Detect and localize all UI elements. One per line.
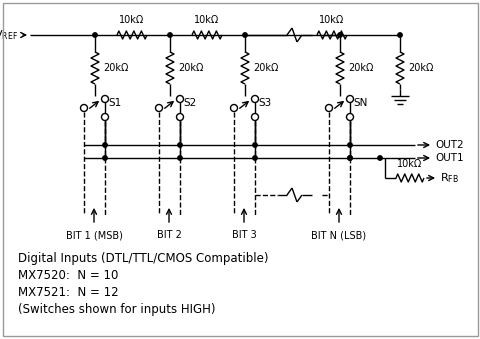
Circle shape	[93, 33, 97, 37]
Circle shape	[251, 114, 258, 120]
Text: S3: S3	[257, 98, 271, 108]
Text: 10kΩ: 10kΩ	[119, 15, 144, 25]
Circle shape	[252, 143, 257, 147]
Circle shape	[251, 96, 258, 102]
Circle shape	[397, 33, 401, 37]
Text: BIT 3: BIT 3	[231, 230, 256, 240]
Text: SN: SN	[352, 98, 367, 108]
Text: (Switches shown for inputs HIGH): (Switches shown for inputs HIGH)	[18, 303, 215, 316]
Circle shape	[103, 156, 107, 160]
Circle shape	[347, 143, 351, 147]
Text: S2: S2	[182, 98, 196, 108]
Circle shape	[337, 33, 341, 37]
Text: BIT 1 (MSB): BIT 1 (MSB)	[65, 230, 122, 240]
Circle shape	[80, 104, 87, 112]
Circle shape	[101, 114, 108, 120]
Circle shape	[176, 96, 183, 102]
Text: BIT 2: BIT 2	[156, 230, 181, 240]
Text: MX7520:  N = 10: MX7520: N = 10	[18, 269, 118, 282]
Circle shape	[178, 143, 182, 147]
Circle shape	[242, 33, 247, 37]
Text: S1: S1	[108, 98, 121, 108]
Circle shape	[325, 104, 332, 112]
Text: 20kΩ: 20kΩ	[103, 63, 128, 73]
Text: $\mathsf{R_{FB}}$: $\mathsf{R_{FB}}$	[439, 171, 458, 185]
Circle shape	[155, 104, 162, 112]
Text: 20kΩ: 20kΩ	[178, 63, 203, 73]
Circle shape	[252, 156, 257, 160]
Circle shape	[346, 114, 353, 120]
Text: 20kΩ: 20kΩ	[252, 63, 278, 73]
Text: 10kΩ: 10kΩ	[396, 159, 422, 169]
Circle shape	[178, 156, 182, 160]
Circle shape	[168, 33, 172, 37]
Circle shape	[346, 96, 353, 102]
Circle shape	[377, 156, 382, 160]
Text: 10kΩ: 10kΩ	[194, 15, 219, 25]
Text: OUT2: OUT2	[434, 140, 463, 150]
Circle shape	[347, 156, 351, 160]
Text: 10kΩ: 10kΩ	[319, 15, 344, 25]
Circle shape	[101, 96, 108, 102]
Circle shape	[103, 143, 107, 147]
Text: $\mathsf{V_{REF}}$: $\mathsf{V_{REF}}$	[0, 28, 18, 42]
Text: OUT1: OUT1	[434, 153, 463, 163]
Circle shape	[176, 114, 183, 120]
Text: 20kΩ: 20kΩ	[347, 63, 372, 73]
Text: 20kΩ: 20kΩ	[407, 63, 432, 73]
Text: BIT N (LSB): BIT N (LSB)	[311, 230, 366, 240]
Circle shape	[347, 156, 351, 160]
Text: Digital Inputs (DTL/TTL/CMOS Compatible): Digital Inputs (DTL/TTL/CMOS Compatible)	[18, 252, 268, 265]
Circle shape	[230, 104, 237, 112]
Text: MX7521:  N = 12: MX7521: N = 12	[18, 286, 119, 299]
